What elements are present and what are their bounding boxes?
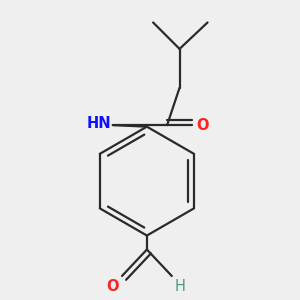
Text: HN: HN [86, 116, 111, 131]
Text: H: H [175, 279, 186, 294]
Text: O: O [196, 118, 208, 133]
Text: O: O [106, 279, 119, 294]
